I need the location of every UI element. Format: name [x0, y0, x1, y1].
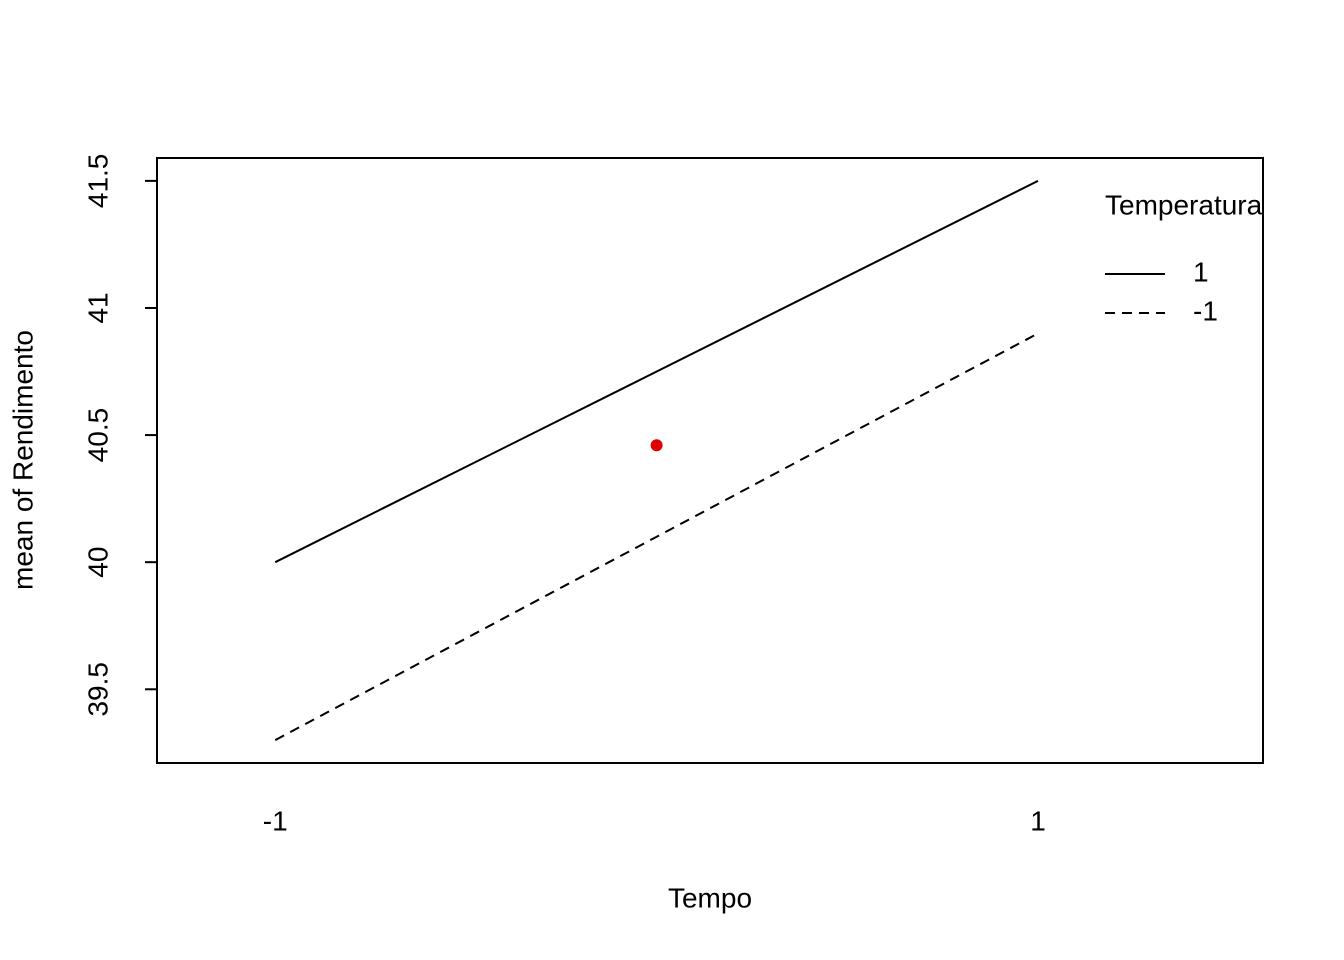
x-tick-label: 1 [1030, 805, 1046, 836]
x-axis-label: Tempo [668, 882, 752, 913]
center-point [650, 439, 663, 452]
y-tick-label: 41.5 [82, 154, 113, 209]
x-tick-label: -1 [263, 805, 288, 836]
y-tick-label: 41 [82, 292, 113, 323]
plot-frame [156, 157, 1264, 764]
y-tick-label: 40 [82, 547, 113, 578]
series-line [274, 179, 1039, 564]
legend-label: 1 [1193, 256, 1209, 287]
y-tick-label: 40.5 [82, 408, 113, 463]
series-line [274, 332, 1039, 742]
legend-title: Temperatura [1105, 189, 1263, 220]
y-tick-label: 39.5 [82, 662, 113, 717]
legend-label: -1 [1193, 295, 1218, 326]
y-axis-label: mean of Rendimento [7, 330, 38, 590]
